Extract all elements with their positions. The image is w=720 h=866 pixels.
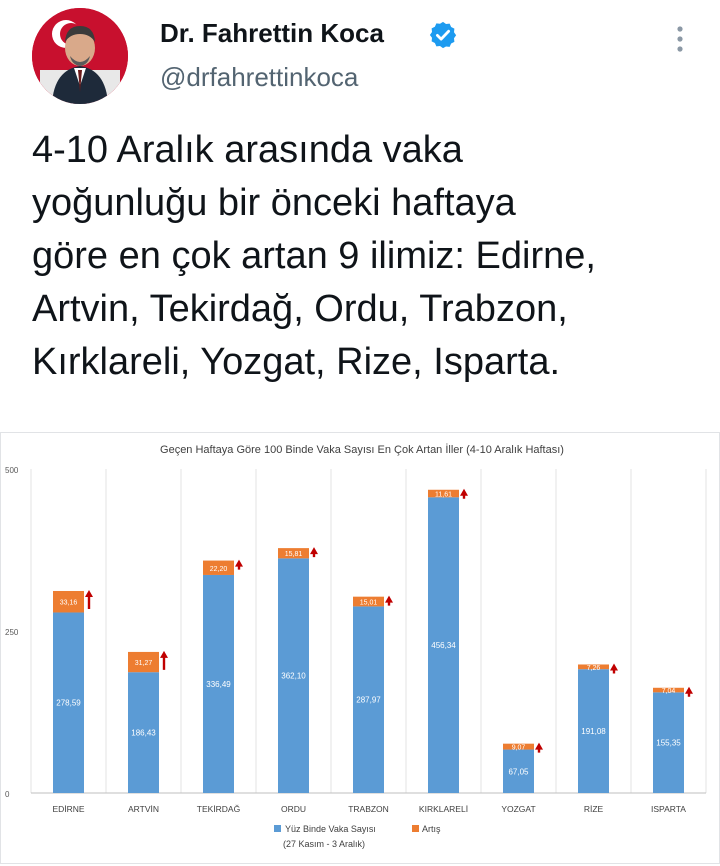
data-label-base: 186,43 <box>131 729 156 738</box>
bar-increase <box>503 743 534 750</box>
x-tick-label: ORDU <box>281 804 306 814</box>
verified-badge-icon <box>429 21 457 49</box>
red-up-arrow-icon <box>160 650 168 670</box>
data-label-increase: 15,01 <box>360 600 378 607</box>
y-tick-label: 500 <box>5 466 19 475</box>
data-label-base: 278,59 <box>56 699 81 708</box>
chart-image[interactable]: Geçen Haftaya Göre 100 Binde Vaka Sayısı… <box>0 432 720 864</box>
bar-increase <box>353 596 384 607</box>
red-up-arrow-icon <box>685 686 693 697</box>
bar-increase <box>278 548 309 559</box>
data-label-increase: 15,81 <box>285 551 303 558</box>
data-label-increase: 31,27 <box>135 660 153 667</box>
x-tick-label: KIRKLARELİ <box>419 804 468 814</box>
chart-title: Geçen Haftaya Göre 100 Binde Vaka Sayısı… <box>160 443 564 456</box>
data-label-increase: 11,61 <box>435 492 452 499</box>
user-handle[interactable]: @drfahrettinkoca <box>160 62 359 92</box>
red-up-arrow-icon <box>235 559 243 570</box>
data-label-increase: 33,16 <box>60 600 78 607</box>
x-tick-label: ARTVİN <box>128 804 159 814</box>
data-label-base: 191,08 <box>581 727 606 736</box>
tweet-header: Dr. Fahrettin Koca @drfahrettinkoca <box>0 0 720 120</box>
x-tick-label: RİZE <box>584 804 604 814</box>
bar-increase <box>128 651 159 673</box>
red-up-arrow-icon <box>535 742 543 753</box>
bar-increase <box>578 664 609 670</box>
data-label-base: 336,49 <box>206 680 231 689</box>
data-label-increase: 7,26 <box>587 665 601 672</box>
x-tick-label: EDİRNE <box>52 804 84 814</box>
data-label-increase: 22,20 <box>210 566 228 573</box>
y-tick-label: 0 <box>5 790 10 799</box>
bar-base <box>53 612 84 793</box>
display-name[interactable]: Dr. Fahrettin Koca <box>160 18 384 48</box>
legend-swatch-base <box>274 825 281 832</box>
bar-base <box>203 574 234 793</box>
avatar-image <box>32 8 128 104</box>
red-up-arrow-icon <box>385 595 393 606</box>
legend-label-increase: Artış <box>422 824 441 834</box>
bar-increase <box>53 590 84 613</box>
bar-base <box>353 606 384 793</box>
bar-base <box>503 749 534 793</box>
bar-base <box>278 558 309 793</box>
bar-increase <box>653 687 684 693</box>
data-label-base: 456,34 <box>431 641 456 650</box>
bar-base <box>428 497 459 793</box>
tweet-text: 4-10 Aralık arasında vaka yoğunluğu bir … <box>32 129 596 383</box>
red-up-arrow-icon <box>610 663 618 674</box>
x-tick-label: TRABZON <box>348 804 389 814</box>
data-label-base: 362,10 <box>281 672 306 681</box>
data-label-base: 155,35 <box>656 739 681 748</box>
data-label-base: 67,05 <box>508 767 529 776</box>
data-label-base: 287,97 <box>356 696 381 705</box>
bar-increase <box>203 560 234 575</box>
legend-label-base-line2: (27 Kasım - 3 Aralık) <box>283 839 365 849</box>
x-tick-label: ISPARTA <box>651 804 686 814</box>
red-up-arrow-icon <box>460 488 468 499</box>
bar-increase <box>428 489 459 498</box>
bar-base <box>653 692 684 793</box>
x-tick-label: TEKİRDAĞ <box>197 804 240 814</box>
legend-label-base: Yüz Binde Vaka Sayısı <box>285 824 376 834</box>
red-up-arrow-icon <box>85 589 93 609</box>
red-up-arrow-icon <box>310 547 318 558</box>
x-tick-label: YOZGAT <box>501 804 535 814</box>
bar-base <box>128 672 159 793</box>
y-tick-label: 250 <box>5 628 19 637</box>
more-options-icon[interactable] <box>672 24 688 54</box>
legend-swatch-increase <box>412 825 419 832</box>
avatar[interactable] <box>32 8 128 104</box>
stacked-bar-chart: Geçen Haftaya Göre 100 Binde Vaka Sayısı… <box>5 443 707 849</box>
bar-base <box>578 669 609 793</box>
data-label-increase: 7,04 <box>662 688 676 695</box>
data-label-increase: 9,07 <box>512 745 526 752</box>
